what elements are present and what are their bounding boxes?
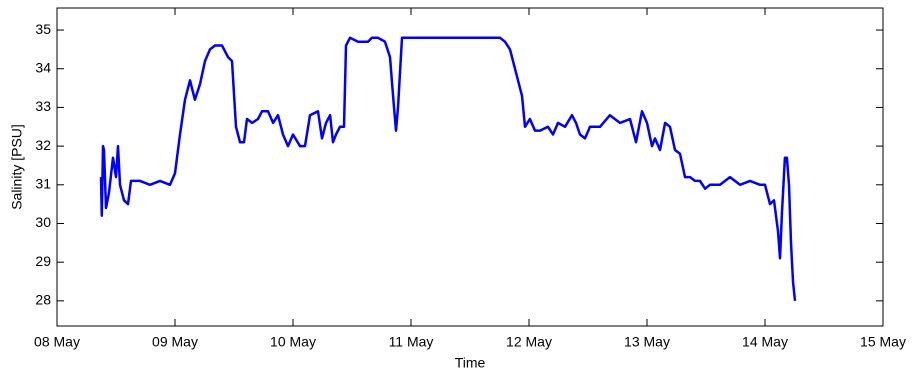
- y-tick-label: 35: [35, 21, 51, 37]
- x-tick-label: 08 May: [34, 334, 80, 350]
- y-tick-label: 29: [35, 253, 51, 269]
- plot-frame: [56, 7, 884, 327]
- y-axis-label: Salinity [PSU]: [9, 124, 25, 210]
- y-tick-label: 32: [35, 137, 51, 153]
- x-tick-label: 13 May: [624, 334, 670, 350]
- y-tick-label: 33: [35, 98, 51, 114]
- x-tick-label: 14 May: [742, 334, 788, 350]
- salinity-line: [99, 36, 797, 302]
- x-tick-label: 11 May: [389, 334, 434, 350]
- x-tick-label: 12 May: [506, 334, 552, 350]
- y-tick-label: 28: [35, 292, 51, 308]
- x-tick-label: 09 May: [152, 334, 198, 350]
- y-tick-label: 30: [35, 214, 51, 230]
- x-axis-label: Time: [455, 355, 486, 371]
- x-tick-label: 15 May: [860, 334, 906, 350]
- y-tick-label: 31: [35, 175, 51, 191]
- x-tick-label: 10 May: [270, 334, 316, 350]
- y-tick-label: 34: [35, 59, 51, 75]
